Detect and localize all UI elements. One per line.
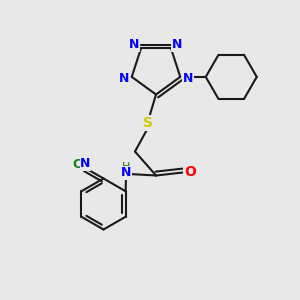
- Text: C: C: [73, 158, 82, 171]
- Text: N: N: [119, 72, 129, 85]
- Text: N: N: [80, 157, 91, 170]
- Text: N: N: [129, 38, 140, 51]
- Text: N: N: [172, 38, 182, 51]
- Text: S: S: [143, 116, 154, 130]
- Text: N: N: [183, 72, 193, 85]
- Text: O: O: [184, 166, 196, 179]
- Text: N: N: [121, 166, 131, 179]
- Text: H: H: [122, 162, 130, 172]
